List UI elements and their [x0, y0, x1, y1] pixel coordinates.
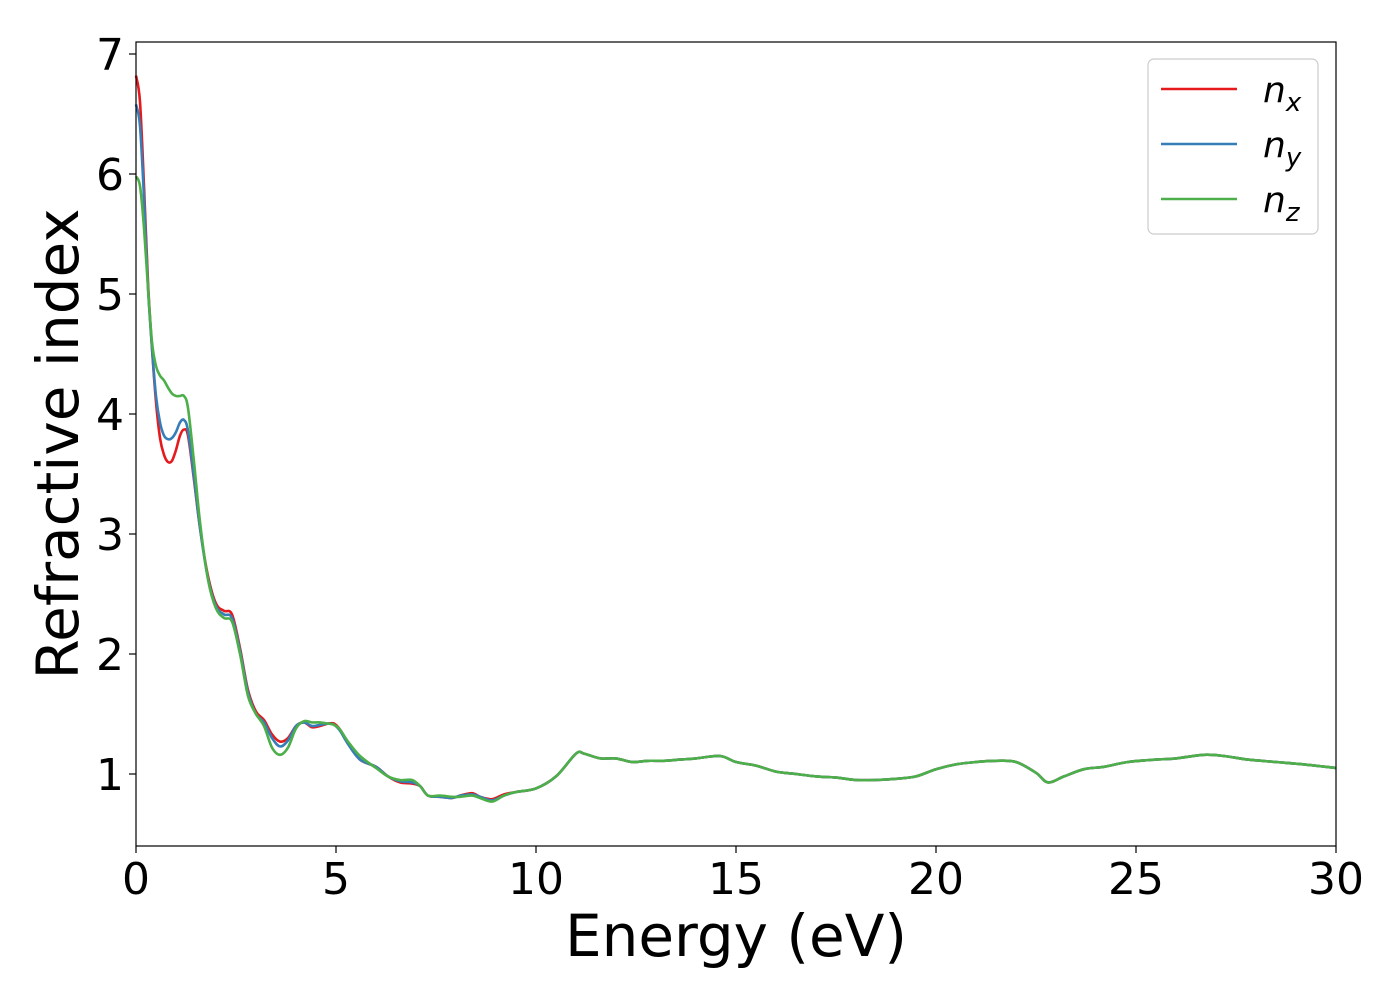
legend-label: nx: [1263, 70, 1302, 118]
legend-label: ny: [1263, 125, 1302, 173]
series-line-n-z: [134, 175, 1337, 803]
legend-label-subscript: x: [1285, 88, 1302, 118]
y-tick-label: 5: [96, 270, 124, 321]
y-tick-label: 6: [96, 150, 124, 201]
x-tick-label: 5: [322, 854, 350, 905]
y-tick-label: 4: [96, 390, 124, 441]
x-tick-label: 0: [122, 854, 150, 905]
x-axis: 0 5 10 15 20 25 30: [122, 846, 1364, 905]
legend-label-subscript: z: [1285, 198, 1301, 228]
plot-area: [134, 41, 1337, 847]
legend-label-base: n: [1263, 180, 1286, 221]
legend-label: nz: [1263, 180, 1301, 228]
x-tick-label: 10: [508, 854, 564, 905]
y-tick-label: 3: [96, 510, 124, 561]
legend-label-base: n: [1263, 125, 1286, 166]
legend-box: [1147, 58, 1319, 235]
series-layer: [134, 75, 1337, 803]
y-axis: 1 2 3 4 5 6 7: [96, 30, 136, 801]
x-tick-label: 25: [1108, 854, 1164, 905]
legend-label-base: n: [1263, 70, 1286, 111]
x-tick-label: 15: [708, 854, 764, 905]
y-tick-label: 7: [96, 30, 124, 81]
y-tick-label: 2: [96, 630, 124, 681]
y-axis-label: Refractive index: [24, 208, 92, 679]
x-axis-label: Energy (eV): [565, 902, 907, 970]
x-tick-label: 30: [1308, 854, 1364, 905]
y-tick-label: 1: [96, 750, 124, 801]
legend-label-subscript: y: [1285, 143, 1302, 173]
x-tick-label: 20: [908, 854, 964, 905]
